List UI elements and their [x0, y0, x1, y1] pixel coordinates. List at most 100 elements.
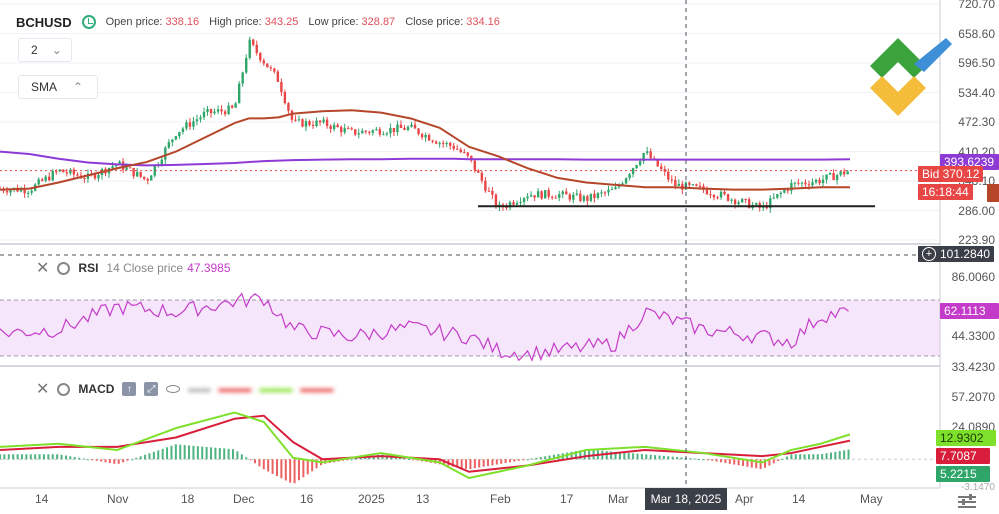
clock-icon[interactable]: [81, 15, 96, 29]
candle-body: [30, 190, 33, 193]
candle-body: [259, 52, 262, 61]
candle-body: [213, 111, 216, 114]
macd-histogram-bar: [790, 454, 793, 460]
candle-body: [755, 203, 758, 205]
macd-histogram-bar: [236, 451, 239, 460]
high-label: High price:: [209, 16, 262, 28]
gear-icon[interactable]: [57, 382, 71, 396]
macd-histogram-bar: [122, 459, 125, 463]
macd-histogram-bar: [205, 446, 208, 460]
candle-body: [677, 183, 681, 186]
eye-icon[interactable]: [166, 385, 181, 393]
macd-histogram-bar: [179, 444, 182, 460]
macd-histogram-bar: [816, 454, 819, 460]
time-axis-label: Dec: [233, 492, 255, 506]
macd-histogram-bar: [315, 459, 318, 469]
macd-histogram-bar: [544, 456, 547, 460]
time-axis-label: 14: [792, 492, 806, 506]
candle-body: [216, 109, 220, 112]
candle-body: [252, 39, 255, 45]
candle-body: [276, 71, 280, 82]
candle-body: [463, 152, 466, 154]
candle-body: [621, 183, 624, 186]
close-icon[interactable]: ✕: [36, 260, 50, 277]
candle-body: [153, 165, 156, 176]
macd-histogram-bar: [78, 457, 81, 460]
price-axis-label: 596.50: [958, 56, 995, 70]
chevron-down-icon: ⌄: [51, 43, 62, 57]
candle-body: [128, 167, 132, 169]
candle-body: [83, 178, 86, 180]
macd-histogram-bar: [711, 459, 714, 461]
sma-indicator-chip[interactable]: SMA ⌃: [18, 75, 98, 99]
macd-pane: [0, 411, 940, 484]
price-axis-label: 534.40: [958, 85, 995, 100]
macd-histogram-bar: [95, 459, 98, 461]
macd-histogram-bar: [403, 458, 406, 460]
candle-body: [143, 176, 146, 179]
macd-histogram-bar: [126, 459, 129, 461]
macd-histogram-bar: [759, 459, 762, 470]
macd-histogram-bar: [297, 459, 300, 481]
candle-body: [554, 197, 557, 199]
macd-histogram-bar: [535, 457, 538, 460]
candle-body: [568, 194, 571, 200]
macd-histogram-bar: [829, 452, 832, 460]
candle-body: [818, 179, 821, 184]
candle-body: [290, 110, 294, 120]
macd-histogram-bar: [821, 454, 824, 460]
candle-body: [477, 170, 480, 173]
candle-body: [558, 194, 561, 198]
settings-sliders-icon[interactable]: [958, 494, 976, 508]
candle-body: [631, 168, 635, 175]
symbol-name[interactable]: BCHUSD: [16, 14, 72, 30]
candle-body: [375, 129, 378, 131]
macd-histogram-bar: [249, 459, 252, 461]
open-label: Open price:: [105, 16, 163, 28]
price-axis-label: 720.70: [958, 0, 995, 11]
macd-histogram-bar: [100, 459, 103, 462]
candle-body: [410, 124, 413, 127]
fullscreen-icon[interactable]: ⤢: [144, 382, 159, 396]
candle-body: [48, 176, 51, 181]
macd-histogram-bar: [636, 453, 639, 460]
close-icon[interactable]: ✕: [36, 381, 50, 398]
plus-icon[interactable]: +: [922, 247, 936, 261]
macd-histogram-bar: [254, 459, 256, 464]
candle-body: [58, 169, 61, 172]
macd-histogram-bar: [267, 459, 270, 472]
arrow-up-icon[interactable]: ↑: [122, 382, 137, 396]
rsi-pane: [0, 292, 940, 362]
macd-histogram-bar: [117, 459, 120, 464]
macd-histogram-bar: [64, 455, 67, 460]
candle-body: [132, 167, 135, 177]
candle-body: [674, 180, 677, 186]
macd-histogram-bar: [42, 454, 45, 460]
macd-histogram-bar: [60, 454, 63, 460]
candle-body: [174, 136, 178, 140]
macd-histogram-bar: [12, 454, 15, 460]
candle-body: [135, 171, 139, 177]
close-label: Close price:: [405, 16, 464, 28]
macd-histogram-bar: [311, 459, 314, 472]
candle-body: [234, 103, 237, 108]
candle-body: [600, 192, 603, 194]
gear-icon[interactable]: [57, 261, 71, 275]
macd-histogram-bar: [456, 459, 459, 468]
candle-body: [656, 158, 659, 167]
macd-hist-tag: 5.2215: [936, 466, 990, 482]
macd-histogram-bar: [210, 447, 213, 460]
macd-histogram-bar: [539, 457, 542, 460]
candle-body: [368, 131, 371, 133]
macd-values-obscured: ▬▬▬: [218, 383, 252, 395]
sma-fast-tag: [987, 184, 999, 202]
macd-histogram-bar: [728, 459, 731, 464]
candle-body: [825, 174, 828, 180]
candle-body: [65, 172, 69, 174]
candle-body: [470, 155, 473, 161]
candle-body: [41, 179, 44, 181]
timeframe-select[interactable]: 2 ⌄: [18, 38, 72, 62]
time-axis-label: 18: [181, 492, 195, 506]
macd-histogram-bar: [610, 451, 613, 460]
